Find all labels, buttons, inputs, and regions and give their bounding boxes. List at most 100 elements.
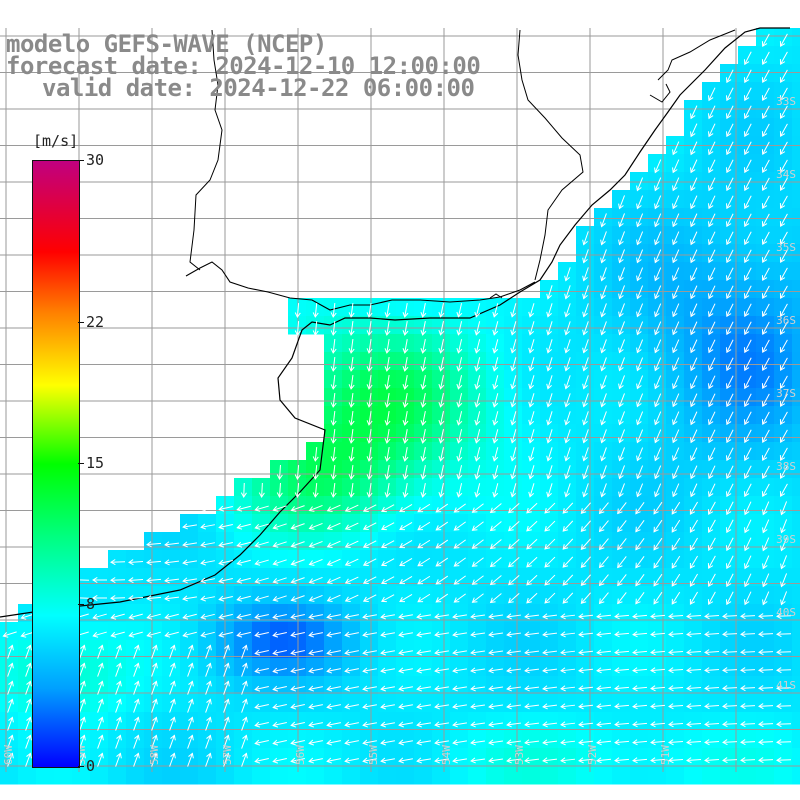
wind-arrow <box>596 667 612 674</box>
wind-arrow <box>542 685 558 692</box>
wind-arrow <box>761 285 770 300</box>
wind-arrow <box>761 213 770 228</box>
longitude-labels: 60W 59W 58W 57W 56W 55W 54W 53W 52W 51W <box>2 745 672 765</box>
wind-cell <box>738 766 757 785</box>
wind-cell <box>126 712 145 731</box>
wind-arrow <box>254 739 269 746</box>
wind-arrow <box>402 321 409 336</box>
wind-cell <box>666 640 685 659</box>
wind-cell <box>486 478 505 497</box>
wind-arrow <box>133 680 140 695</box>
wind-cell <box>630 532 649 551</box>
wind-cell <box>414 730 433 749</box>
wind-arrow <box>600 411 607 426</box>
wind-arrow <box>725 465 734 480</box>
wind-arrow <box>779 429 788 443</box>
wind-cell <box>234 586 253 605</box>
wind-arrow <box>146 631 161 638</box>
wind-arrow <box>564 303 571 318</box>
wind-arrow <box>128 631 143 638</box>
wind-arrow <box>276 482 283 498</box>
wind-cell <box>684 154 703 173</box>
wind-cell <box>738 64 757 83</box>
wind-arrow <box>779 69 788 83</box>
wind-cell <box>144 766 163 785</box>
wind-arrow <box>743 159 752 174</box>
wind-cell <box>648 460 667 479</box>
wind-cell <box>252 496 271 515</box>
wind-arrow <box>779 357 788 371</box>
wind-arrow <box>79 662 86 677</box>
wind-cell <box>414 316 433 335</box>
wind-arrow <box>600 285 607 300</box>
wind-arrow <box>290 721 305 728</box>
wind-cell <box>558 676 577 695</box>
wind-cell <box>306 694 325 713</box>
wind-arrow <box>762 519 770 534</box>
wind-arrow <box>526 592 538 604</box>
wind-arrow <box>420 375 427 390</box>
wind-arrow <box>381 522 395 531</box>
wind-arrow <box>384 483 391 498</box>
wind-arrow <box>330 482 337 498</box>
wind-cell <box>576 676 595 695</box>
wind-arrow <box>366 483 373 498</box>
wind-arrow <box>618 213 625 228</box>
wind-cell <box>360 694 379 713</box>
wind-cell <box>648 766 667 785</box>
wind-arrow <box>218 631 233 638</box>
wind-arrow <box>544 556 556 568</box>
wind-arrow <box>708 339 716 354</box>
wind-arrow <box>402 357 409 372</box>
wind-arrow <box>654 321 662 336</box>
wind-cell <box>468 496 487 515</box>
wind-cell <box>684 730 703 749</box>
wind-arrow <box>290 541 305 548</box>
wind-arrow <box>704 613 720 620</box>
wind-cell <box>450 550 469 569</box>
wind-arrow <box>290 559 305 566</box>
wind-cell <box>450 316 469 335</box>
wind-cell <box>90 622 109 641</box>
wind-arrow <box>560 667 576 674</box>
wind-cell <box>288 640 307 659</box>
wind-arrow <box>544 538 556 550</box>
wind-arrow <box>344 649 359 656</box>
wind-arrow <box>761 69 770 84</box>
wind-cell <box>540 694 559 713</box>
wind-cell <box>666 208 685 227</box>
wind-cell <box>612 586 631 605</box>
wind-arrow <box>417 503 431 513</box>
wind-cell <box>0 730 19 749</box>
wind-cell <box>396 352 415 371</box>
wind-cell <box>630 280 649 299</box>
wind-arrow <box>97 752 104 767</box>
wind-arrow <box>435 503 449 513</box>
wind-cell <box>540 640 559 659</box>
wind-cell <box>198 676 217 695</box>
wind-cell <box>0 712 19 731</box>
wind-arrow <box>25 752 32 767</box>
wind-arrow <box>614 631 630 638</box>
wind-arrow <box>348 392 355 408</box>
wind-arrow <box>635 556 645 569</box>
wind-arrow <box>672 321 680 336</box>
wind-arrow <box>438 375 445 390</box>
wind-cell <box>684 118 703 137</box>
wind-arrow <box>452 631 467 638</box>
wind-arrow <box>598 520 609 533</box>
wind-arrow <box>508 502 520 514</box>
wind-cell <box>774 640 793 659</box>
wind-arrow <box>416 685 431 692</box>
wind-cell <box>378 766 397 785</box>
wind-cell <box>648 496 667 515</box>
wind-arrow <box>452 703 467 710</box>
wind-cell <box>108 766 127 785</box>
wind-cell <box>576 622 595 641</box>
wind-arrow <box>690 393 698 408</box>
wind-arrow <box>290 577 305 584</box>
wind-arrow <box>761 267 770 282</box>
wind-arrow <box>205 734 212 749</box>
latitude-label: 35S <box>776 241 796 254</box>
wind-arrow <box>182 613 197 620</box>
